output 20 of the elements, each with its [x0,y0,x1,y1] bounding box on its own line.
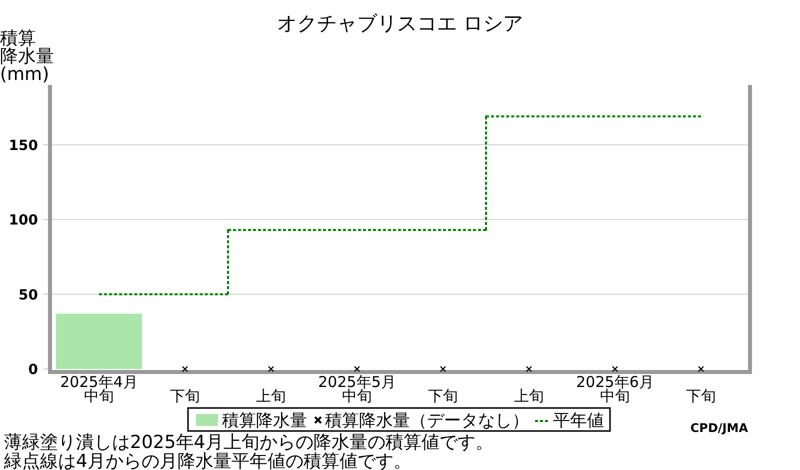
x-tick-label: 2025年4月中旬 [60,373,138,405]
y-tick-label: 50 [18,287,38,304]
y-tick-label: 100 [8,212,38,229]
text: CPD/JMA [690,421,749,435]
text: 緑点線は4月からの月降水量平年値の積算値です。 [3,451,412,470]
x-tick-label: 2025年6月中旬 [576,373,654,405]
y-tick-label: 150 [8,138,38,154]
legend-label: 積算降水量 [222,411,307,431]
text: 薄緑塗り潰しは2025年4月上旬からの降水量の積算値です。 [4,432,494,453]
x-tick-label: 上旬 [514,387,544,405]
y-axis-title: 積算降水量(mm) [0,28,54,85]
legend-label: 積算降水量（データなし） [325,411,529,431]
y-tick-label: 0 [28,362,38,378]
chart-title: オクチャブリスコエ ロシア [276,11,524,35]
x-tick-label: 下旬 [170,387,200,405]
legend-label: 平年値 [553,411,604,431]
x-tick-label: 上旬 [256,387,286,405]
x-tick-label: 下旬 [686,387,716,405]
x-tick-label: 2025年5月中旬 [318,373,396,405]
x-tick-label: 下旬 [428,387,458,405]
